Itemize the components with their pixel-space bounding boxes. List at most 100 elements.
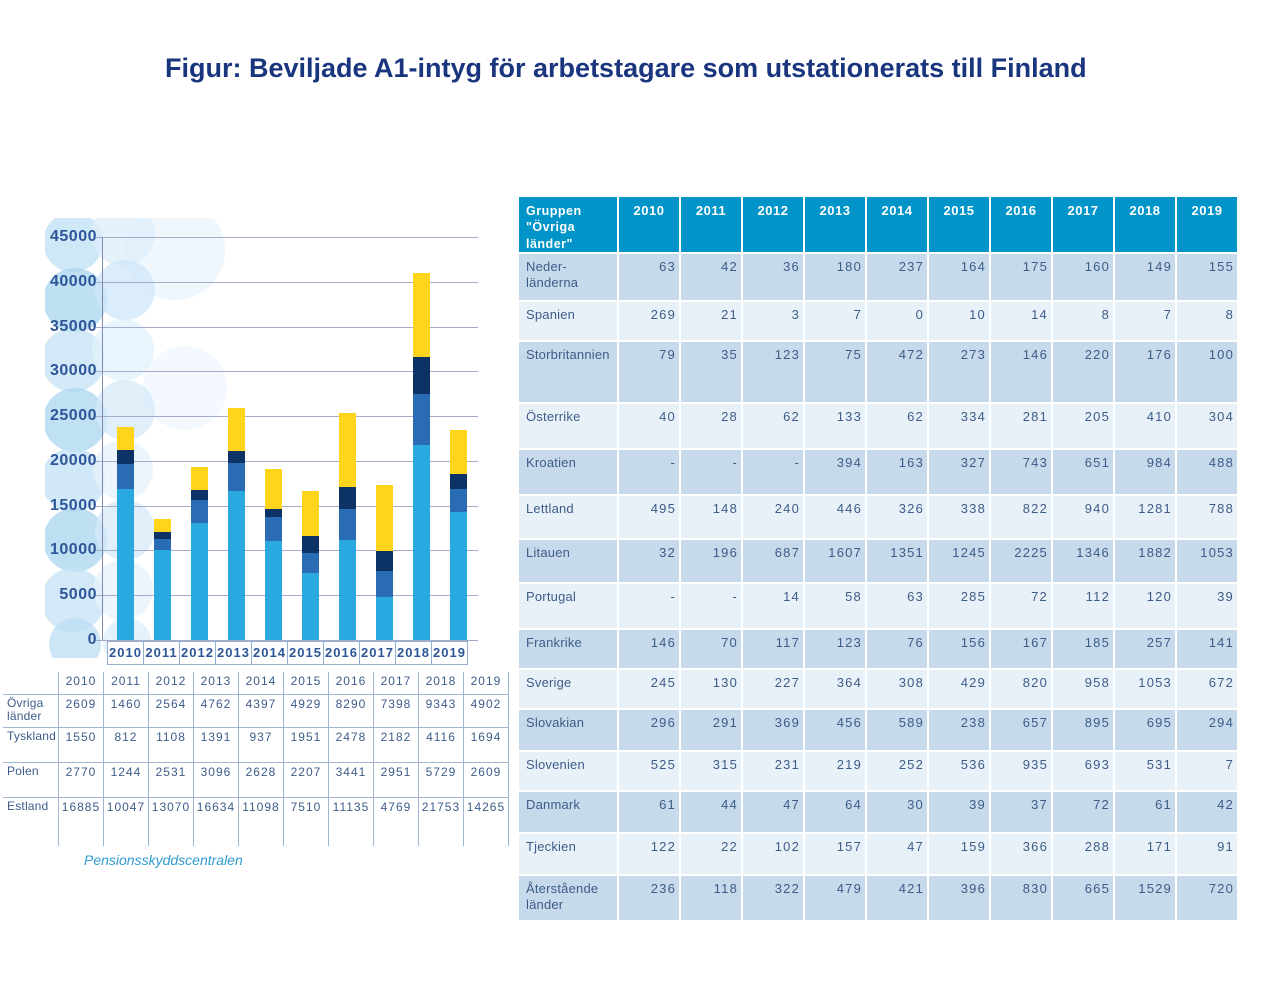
detail-value-cell: 304 (1177, 404, 1237, 448)
detail-value-cell: 252 (867, 752, 927, 790)
y-axis-tick-label: 0 (87, 631, 97, 648)
bar-segment-polen (154, 538, 171, 551)
bar-segment--vriga-l-nder (302, 491, 319, 536)
detail-country-label: Danmark (519, 792, 617, 832)
bar-segment--vriga-l-nder (450, 429, 467, 474)
source-label: Pensionsskyddscentralen (84, 852, 243, 868)
detail-value-cell: 245 (619, 670, 679, 708)
detail-value-cell: 62 (867, 404, 927, 448)
summary-cell: 937 (237, 727, 284, 763)
bar-segment-estland (228, 491, 245, 640)
summary-cell: 3096 (192, 762, 239, 798)
detail-value-cell: 720 (1177, 876, 1237, 920)
detail-value-cell: 14 (743, 584, 803, 628)
detail-country-label: Frankrike (519, 630, 617, 668)
bar-segment-tyskland (191, 490, 208, 501)
detail-value-cell: 281 (991, 404, 1051, 448)
summary-cell: 1550 (57, 727, 104, 763)
bar-segment-tyskland (339, 487, 356, 510)
detail-value-cell: 118 (681, 876, 741, 920)
detail-value-cell: 1053 (1177, 540, 1237, 582)
summary-cell: 2564 (147, 694, 194, 728)
detail-row: Slovakian 296 291 369 456 589 238 657 895 695 294 (519, 710, 1237, 750)
detail-value-cell: 61 (619, 792, 679, 832)
detail-value-cell: 7 (1115, 302, 1175, 340)
detail-value-cell: 8 (1177, 302, 1237, 340)
detail-country-label: Lettland (519, 496, 617, 538)
detail-value-cell: 236 (619, 876, 679, 920)
summary-cell: 13070 (147, 797, 194, 832)
detail-value-cell: 940 (1053, 496, 1113, 538)
summary-cell: 1460 (102, 694, 149, 728)
summary-row: Polen 2770 1244 2531 3096 2628 2207 3441 2951 572… (3, 762, 509, 798)
detail-value-cell: 120 (1115, 584, 1175, 628)
detail-value-cell: 155 (1177, 254, 1237, 300)
detail-country-label: Kroatien (519, 450, 617, 494)
detail-value-cell: 146 (619, 630, 679, 668)
summary-cell: 1951 (282, 727, 329, 763)
decorative-circles-pattern (45, 218, 227, 658)
detail-country-label: Tjeckien (519, 834, 617, 874)
detail-value-cell: 21 (681, 302, 741, 340)
bar-segment-tyskland (413, 357, 430, 394)
detail-value-cell: 366 (991, 834, 1051, 874)
detail-row: Sverige 245 130 227 364 308 429 820 958 1053 672 (519, 670, 1237, 708)
bar-segment-polen (302, 552, 319, 573)
x-axis-category-label: 2015 (287, 641, 324, 665)
bar-segment-polen (117, 463, 134, 489)
detail-row: Neder-länderna 63 42 36 180 237 164 175 160 149 15… (519, 254, 1237, 300)
detail-value-cell: 369 (743, 710, 803, 750)
detail-value-cell: 37 (991, 792, 1051, 832)
bar-segment-estland (339, 540, 356, 640)
detail-year-header: 2019 (1177, 197, 1237, 252)
bar-segment-estland (265, 540, 282, 640)
detail-value-cell: 429 (929, 670, 989, 708)
summary-tail-cell (3, 832, 58, 846)
detail-value-cell: 122 (619, 834, 679, 874)
detail-value-cell: 141 (1177, 630, 1237, 668)
detail-value-cell: 456 (805, 710, 865, 750)
detail-value-cell: 288 (1053, 834, 1113, 874)
summary-tail-cell (192, 832, 239, 846)
y-axis-tick-label: 25000 (50, 407, 97, 425)
detail-country-label: Neder-länderna (519, 254, 617, 300)
detail-value-cell: 100 (1177, 342, 1237, 402)
detail-value-cell: 149 (1115, 254, 1175, 300)
detail-value-cell: 0 (867, 302, 927, 340)
detail-value-cell: 1053 (1115, 670, 1175, 708)
detail-value-cell: 70 (681, 630, 741, 668)
summary-tail-cell (57, 832, 104, 846)
summary-cell: 11098 (237, 797, 284, 832)
bar-segment-polen (228, 463, 245, 492)
summary-year-header: 2017 (372, 672, 419, 695)
summary-cell: 4769 (372, 797, 419, 832)
detail-row: Portugal - -14 58 63 285 72 112 120 39 (519, 584, 1237, 628)
summary-cell: 1244 (102, 762, 149, 798)
detail-header-row: Gruppen "Övriga länder" 2010 2011 2012 2013 2… (519, 197, 1237, 252)
detail-country-label: Slovakian (519, 710, 617, 750)
detail-value-cell: 64 (805, 792, 865, 832)
detail-country-label: Portugal (519, 584, 617, 628)
summary-cell: 9343 (417, 694, 464, 728)
y-axis-tick-label: 45000 (50, 228, 97, 245)
detail-value-cell: 219 (805, 752, 865, 790)
detail-value-cell: 58 (805, 584, 865, 628)
detail-value-cell: 47 (867, 834, 927, 874)
detail-value-cell: 159 (929, 834, 989, 874)
detail-country-label: Återstående länder (519, 876, 617, 920)
gridline (96, 460, 478, 462)
detail-value-cell: 164 (929, 254, 989, 300)
detail-value-cell: 171 (1115, 834, 1175, 874)
detail-value-cell: 2225 (991, 540, 1051, 582)
y-axis-tick-label: 35000 (50, 317, 97, 335)
summary-cell: 2770 (57, 762, 104, 798)
detail-value-cell: 421 (867, 876, 927, 920)
bar-segment-tyskland (450, 473, 467, 489)
detail-value-cell: 1245 (929, 540, 989, 582)
detail-value-cell: 269 (619, 302, 679, 340)
detail-value-cell: 32 (619, 540, 679, 582)
gridline (96, 640, 478, 641)
detail-row: Kroatien - - -394 163 327 743 651 984 488 (519, 450, 1237, 494)
detail-value-cell: - (619, 584, 679, 628)
bar-segment-tyskland (228, 450, 245, 464)
